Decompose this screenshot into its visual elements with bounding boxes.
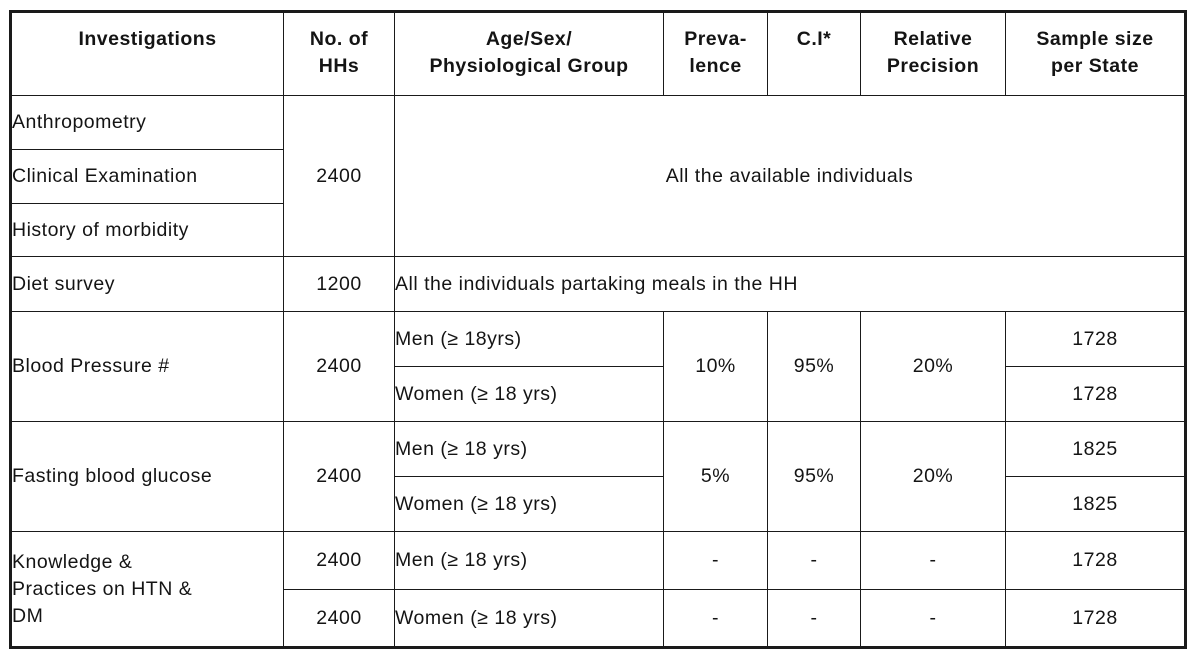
header-line: Age/Sex/	[485, 28, 573, 50]
kp-relative-precision-women: -	[860, 589, 1006, 648]
header-line: lence	[689, 55, 742, 77]
fbg-sample-women: 1825	[1005, 476, 1186, 532]
kp-hhs-count-men: 2400	[283, 531, 395, 590]
investigation-blood-pressure: Blood Pressure #	[10, 311, 284, 422]
kp-label-line: Knowledge &	[12, 550, 133, 573]
kp-prevalence-women: -	[663, 589, 768, 648]
kp-sample-men: 1728	[1005, 531, 1186, 590]
header-line: Physiological Group	[429, 55, 629, 77]
investigation-knowledge-practices: Knowledge & Practices on HTN & DM	[10, 531, 284, 648]
investigation-diet-survey: Diet survey	[10, 256, 284, 312]
fbg-hhs-count: 2400	[283, 421, 395, 532]
table-row: 2400 Women (≥ 18 yrs) - - - 1728	[11, 589, 1186, 648]
header-line: C.I*	[796, 28, 832, 50]
col-header-no-of-hhs: No. of HHs	[283, 11, 395, 96]
survey-sampling-table: Investigations No. of HHs Age/Sex/ Physi…	[9, 10, 1187, 649]
col-header-prevalence: Preva- lence	[663, 11, 768, 96]
header-line: Investigations	[78, 28, 217, 50]
table-row: Fasting blood glucose 2400 Men (≥ 18 yrs…	[10, 421, 1186, 532]
group1-hhs-count: 2400	[283, 95, 395, 257]
table-row: History of morbidity	[10, 203, 1186, 257]
header-line: Sample size	[1036, 28, 1154, 50]
table-row: Women (≥ 18 yrs) 1728	[11, 366, 1186, 422]
investigation-anthropometry: Anthropometry	[10, 95, 284, 150]
bp-hhs-count: 2400	[283, 311, 395, 422]
kp-women-group: Women (≥ 18 yrs)	[394, 589, 664, 648]
group1-coverage-note: All the available individuals	[394, 95, 1186, 257]
bp-prevalence: 10%	[663, 311, 768, 422]
investigation-fasting-glucose: Fasting blood glucose	[10, 421, 284, 532]
table-row: Women (≥ 18 yrs) 1825	[11, 476, 1186, 532]
header-line: per State	[1051, 55, 1139, 77]
kp-label-line: DM	[12, 604, 44, 627]
col-header-sample-size: Sample size per State	[1005, 11, 1186, 96]
kp-men-group: Men (≥ 18 yrs)	[394, 531, 664, 590]
investigation-history-morbidity: History of morbidity	[10, 203, 284, 257]
bp-women-group: Women (≥ 18 yrs)	[394, 366, 664, 422]
fbg-sample-men: 1825	[1005, 421, 1186, 477]
bp-sample-men: 1728	[1005, 311, 1186, 367]
diet-hhs-count: 1200	[283, 256, 395, 312]
table-row: Blood Pressure # 2400 Men (≥ 18yrs) 10% …	[10, 311, 1186, 422]
fbg-men-group: Men (≥ 18 yrs)	[394, 421, 664, 477]
bp-men-group: Men (≥ 18yrs)	[394, 311, 664, 367]
col-header-ci: C.I*	[767, 11, 861, 96]
kp-ci-men: -	[767, 531, 861, 590]
fbg-prevalence: 5%	[663, 421, 768, 532]
fbg-women-group: Women (≥ 18 yrs)	[394, 476, 664, 532]
investigation-clinical-examination: Clinical Examination	[10, 149, 284, 204]
bp-ci: 95%	[767, 311, 861, 422]
kp-label-line: Practices on HTN &	[12, 577, 193, 600]
table-row: Diet survey 1200 All the individuals par…	[10, 256, 1186, 312]
header-line: Precision	[886, 55, 980, 77]
kp-hhs-count-women: 2400	[283, 589, 395, 648]
col-header-investigations: Investigations	[10, 11, 284, 96]
header-line: No. of	[309, 28, 369, 50]
bp-sample-women: 1728	[1005, 366, 1186, 422]
fbg-ci: 95%	[767, 421, 861, 532]
kp-relative-precision-men: -	[860, 531, 1006, 590]
table-row: Clinical Examination	[10, 149, 1186, 204]
kp-ci-women: -	[767, 589, 861, 648]
col-header-age-sex-group: Age/Sex/ Physiological Group	[394, 11, 664, 96]
header-line: Preva-	[684, 28, 747, 50]
col-header-relative-precision: Relative Precision	[860, 11, 1006, 96]
header-line: Relative	[893, 28, 973, 50]
header-row: Investigations No. of HHs Age/Sex/ Physi…	[10, 11, 1186, 96]
bp-relative-precision: 20%	[860, 311, 1006, 422]
fbg-relative-precision: 20%	[860, 421, 1006, 532]
header-line: HHs	[318, 55, 360, 77]
kp-prevalence-men: -	[663, 531, 768, 590]
diet-coverage-note: All the individuals partaking meals in t…	[394, 256, 1186, 312]
table-row: Anthropometry 2400 All the available ind…	[10, 95, 1186, 257]
table-row: Knowledge & Practices on HTN & DM 2400 M…	[10, 531, 1186, 648]
kp-sample-women: 1728	[1005, 589, 1186, 648]
